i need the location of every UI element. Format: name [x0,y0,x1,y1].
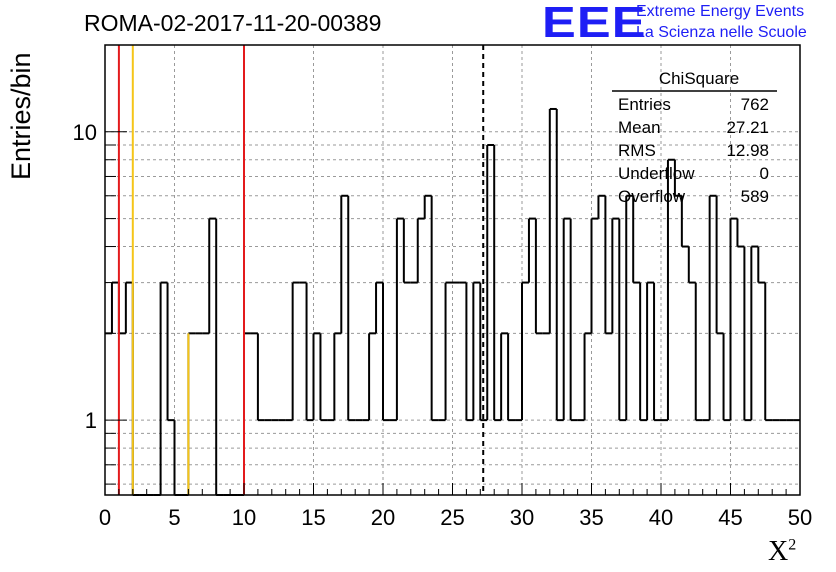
stats-label: RMS [618,141,656,160]
x-tick-label: 15 [301,505,325,530]
x-axis-label: X2 [768,536,796,568]
x-axis-label-superscript: 2 [788,536,797,554]
x-tick-label: 30 [510,505,534,530]
stats-value: 0 [760,164,769,183]
stats-label: Entries [618,95,671,114]
x-tick-label: 5 [168,505,180,530]
axis-ticks: 0 5 10 15 20 25 30 35 40 45 50 1 10 [73,44,812,530]
x-axis-label-base: X [768,536,789,567]
logo-line-2: La Scienza nelle Scuole [636,24,807,41]
stats-title: ChiSquare [659,69,739,88]
y-tick-label: 1 [85,408,97,433]
x-tick-label: 50 [788,505,812,530]
stats-value: 589 [741,187,769,206]
eee-logo: EEE [542,0,647,47]
x-tick-label: 0 [99,505,111,530]
stats-value: 27.21 [726,118,769,137]
x-tick-label: 40 [649,505,673,530]
marker-lines [117,45,485,495]
x-tick-label: 10 [232,505,256,530]
histogram-bins [105,107,800,496]
stats-label: Underflow [618,164,695,183]
x-tick-label: 25 [440,505,464,530]
logo-line-1: Extreme Energy Events [636,3,805,20]
x-tick-label: 20 [371,505,395,530]
stats-label: Overflow [618,187,686,206]
stats-value: 762 [741,95,769,114]
stats-label: Mean [618,118,661,137]
stats-box: ChiSquare Entries 762 Mean 27.21 RMS 12.98 Unde… [612,69,777,206]
y-tick-label: 10 [73,120,97,145]
x-tick-label: 35 [579,505,603,530]
x-tick-label: 45 [718,505,742,530]
chart-title: ROMA-02-2017-11-20-00389 [84,10,382,36]
stats-value: 12.98 [726,141,769,160]
